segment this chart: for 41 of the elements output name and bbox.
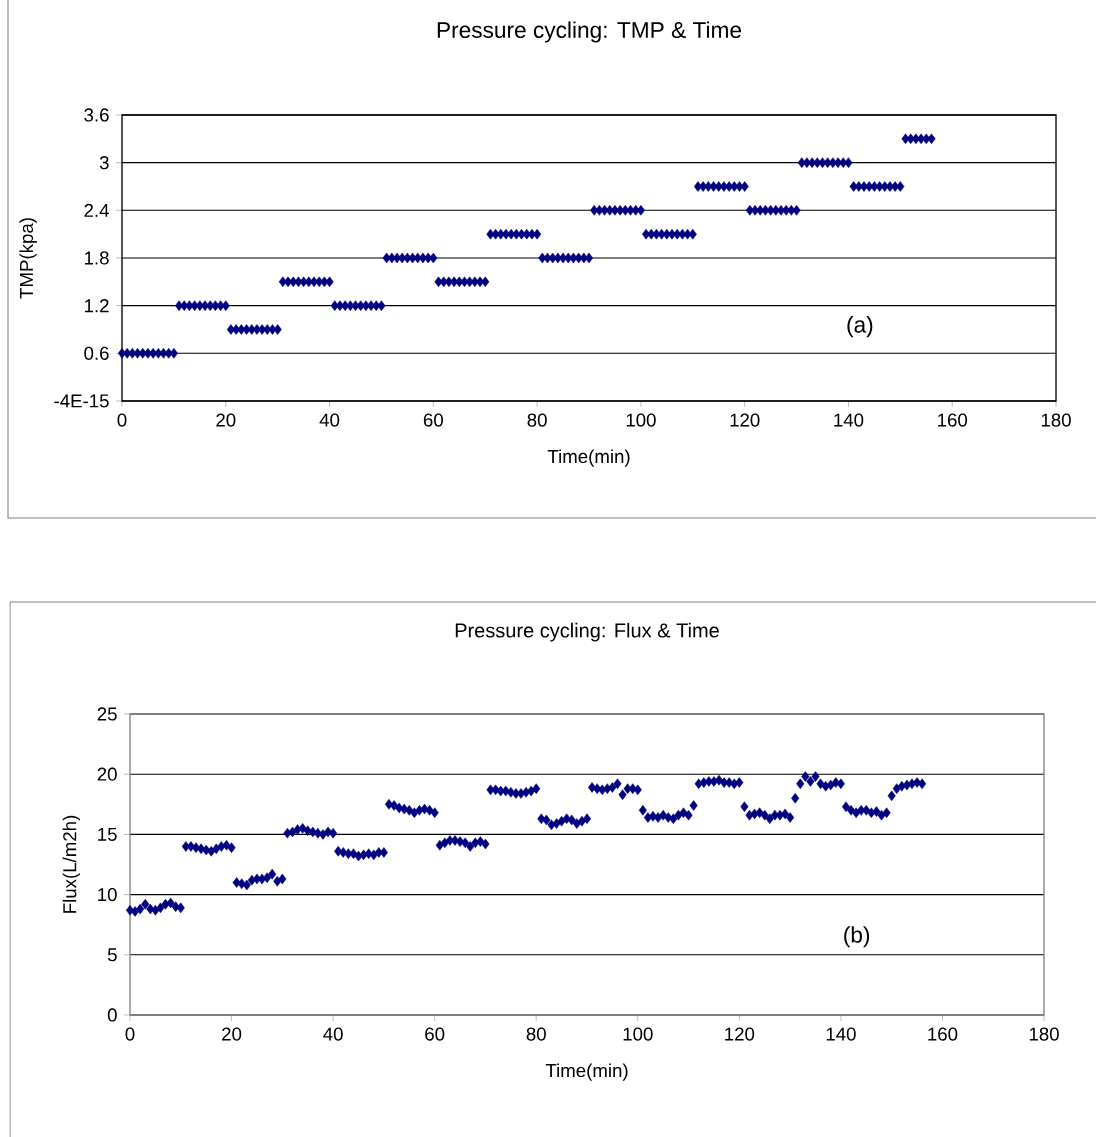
- x-tick-label: 120: [730, 413, 760, 427]
- annotation: (a): [847, 316, 873, 338]
- x-tick-label: 140: [826, 1027, 856, 1041]
- x-tick-label: 80: [526, 1027, 546, 1041]
- y-axis-title: TMP(kpa): [19, 218, 37, 299]
- x-tick-label: 80: [527, 413, 547, 427]
- x-tick-label: 140: [834, 413, 864, 427]
- y-tick-label: 10: [98, 887, 117, 902]
- y-axis-title: Flux(L/m2h): [62, 815, 81, 913]
- y-tick-label: 0: [107, 1008, 117, 1022]
- y-tick-label: -4E-15: [54, 394, 109, 408]
- y-tick-label: 5: [107, 948, 117, 962]
- y-tick-label: 2.4: [84, 203, 109, 217]
- x-tick-label: 180: [1029, 1027, 1059, 1041]
- x-tick-label: 120: [725, 1027, 755, 1041]
- x-axis-title: Time(min): [545, 1063, 628, 1081]
- chart-title: Pressure cycling: TMP & Time: [437, 21, 742, 43]
- x-tick-label: 100: [626, 413, 656, 427]
- x-tick-label: 0: [117, 413, 127, 427]
- x-tick-label: 100: [623, 1027, 653, 1041]
- x-tick-label: 160: [928, 1027, 958, 1041]
- x-tick-label: 60: [423, 413, 443, 427]
- x-tick-label: 0: [125, 1027, 135, 1041]
- x-tick-label: 20: [216, 413, 236, 427]
- x-tick-label: 60: [425, 1027, 445, 1041]
- y-tick-label: 25: [97, 707, 117, 721]
- x-axis-title: Time(min): [547, 449, 630, 467]
- y-tick-label: 3: [99, 156, 109, 170]
- x-tick-label: 40: [319, 413, 340, 427]
- x-tick-label: 20: [222, 1027, 242, 1041]
- x-tick-label: 160: [938, 413, 968, 427]
- y-tick-label: 3.6: [84, 108, 109, 122]
- annotation: (b): [844, 926, 870, 948]
- y-tick-label: 1.2: [84, 299, 109, 313]
- y-tick-label: 15: [98, 827, 117, 841]
- y-tick-label: 0.6: [84, 346, 109, 360]
- x-tick-label: 40: [323, 1027, 343, 1041]
- y-tick-label: 1.8: [84, 251, 109, 265]
- x-tick-label: 180: [1041, 413, 1071, 427]
- y-tick-label: 20: [97, 767, 117, 781]
- chart-title: Pressure cycling: Flux & Time: [455, 622, 719, 642]
